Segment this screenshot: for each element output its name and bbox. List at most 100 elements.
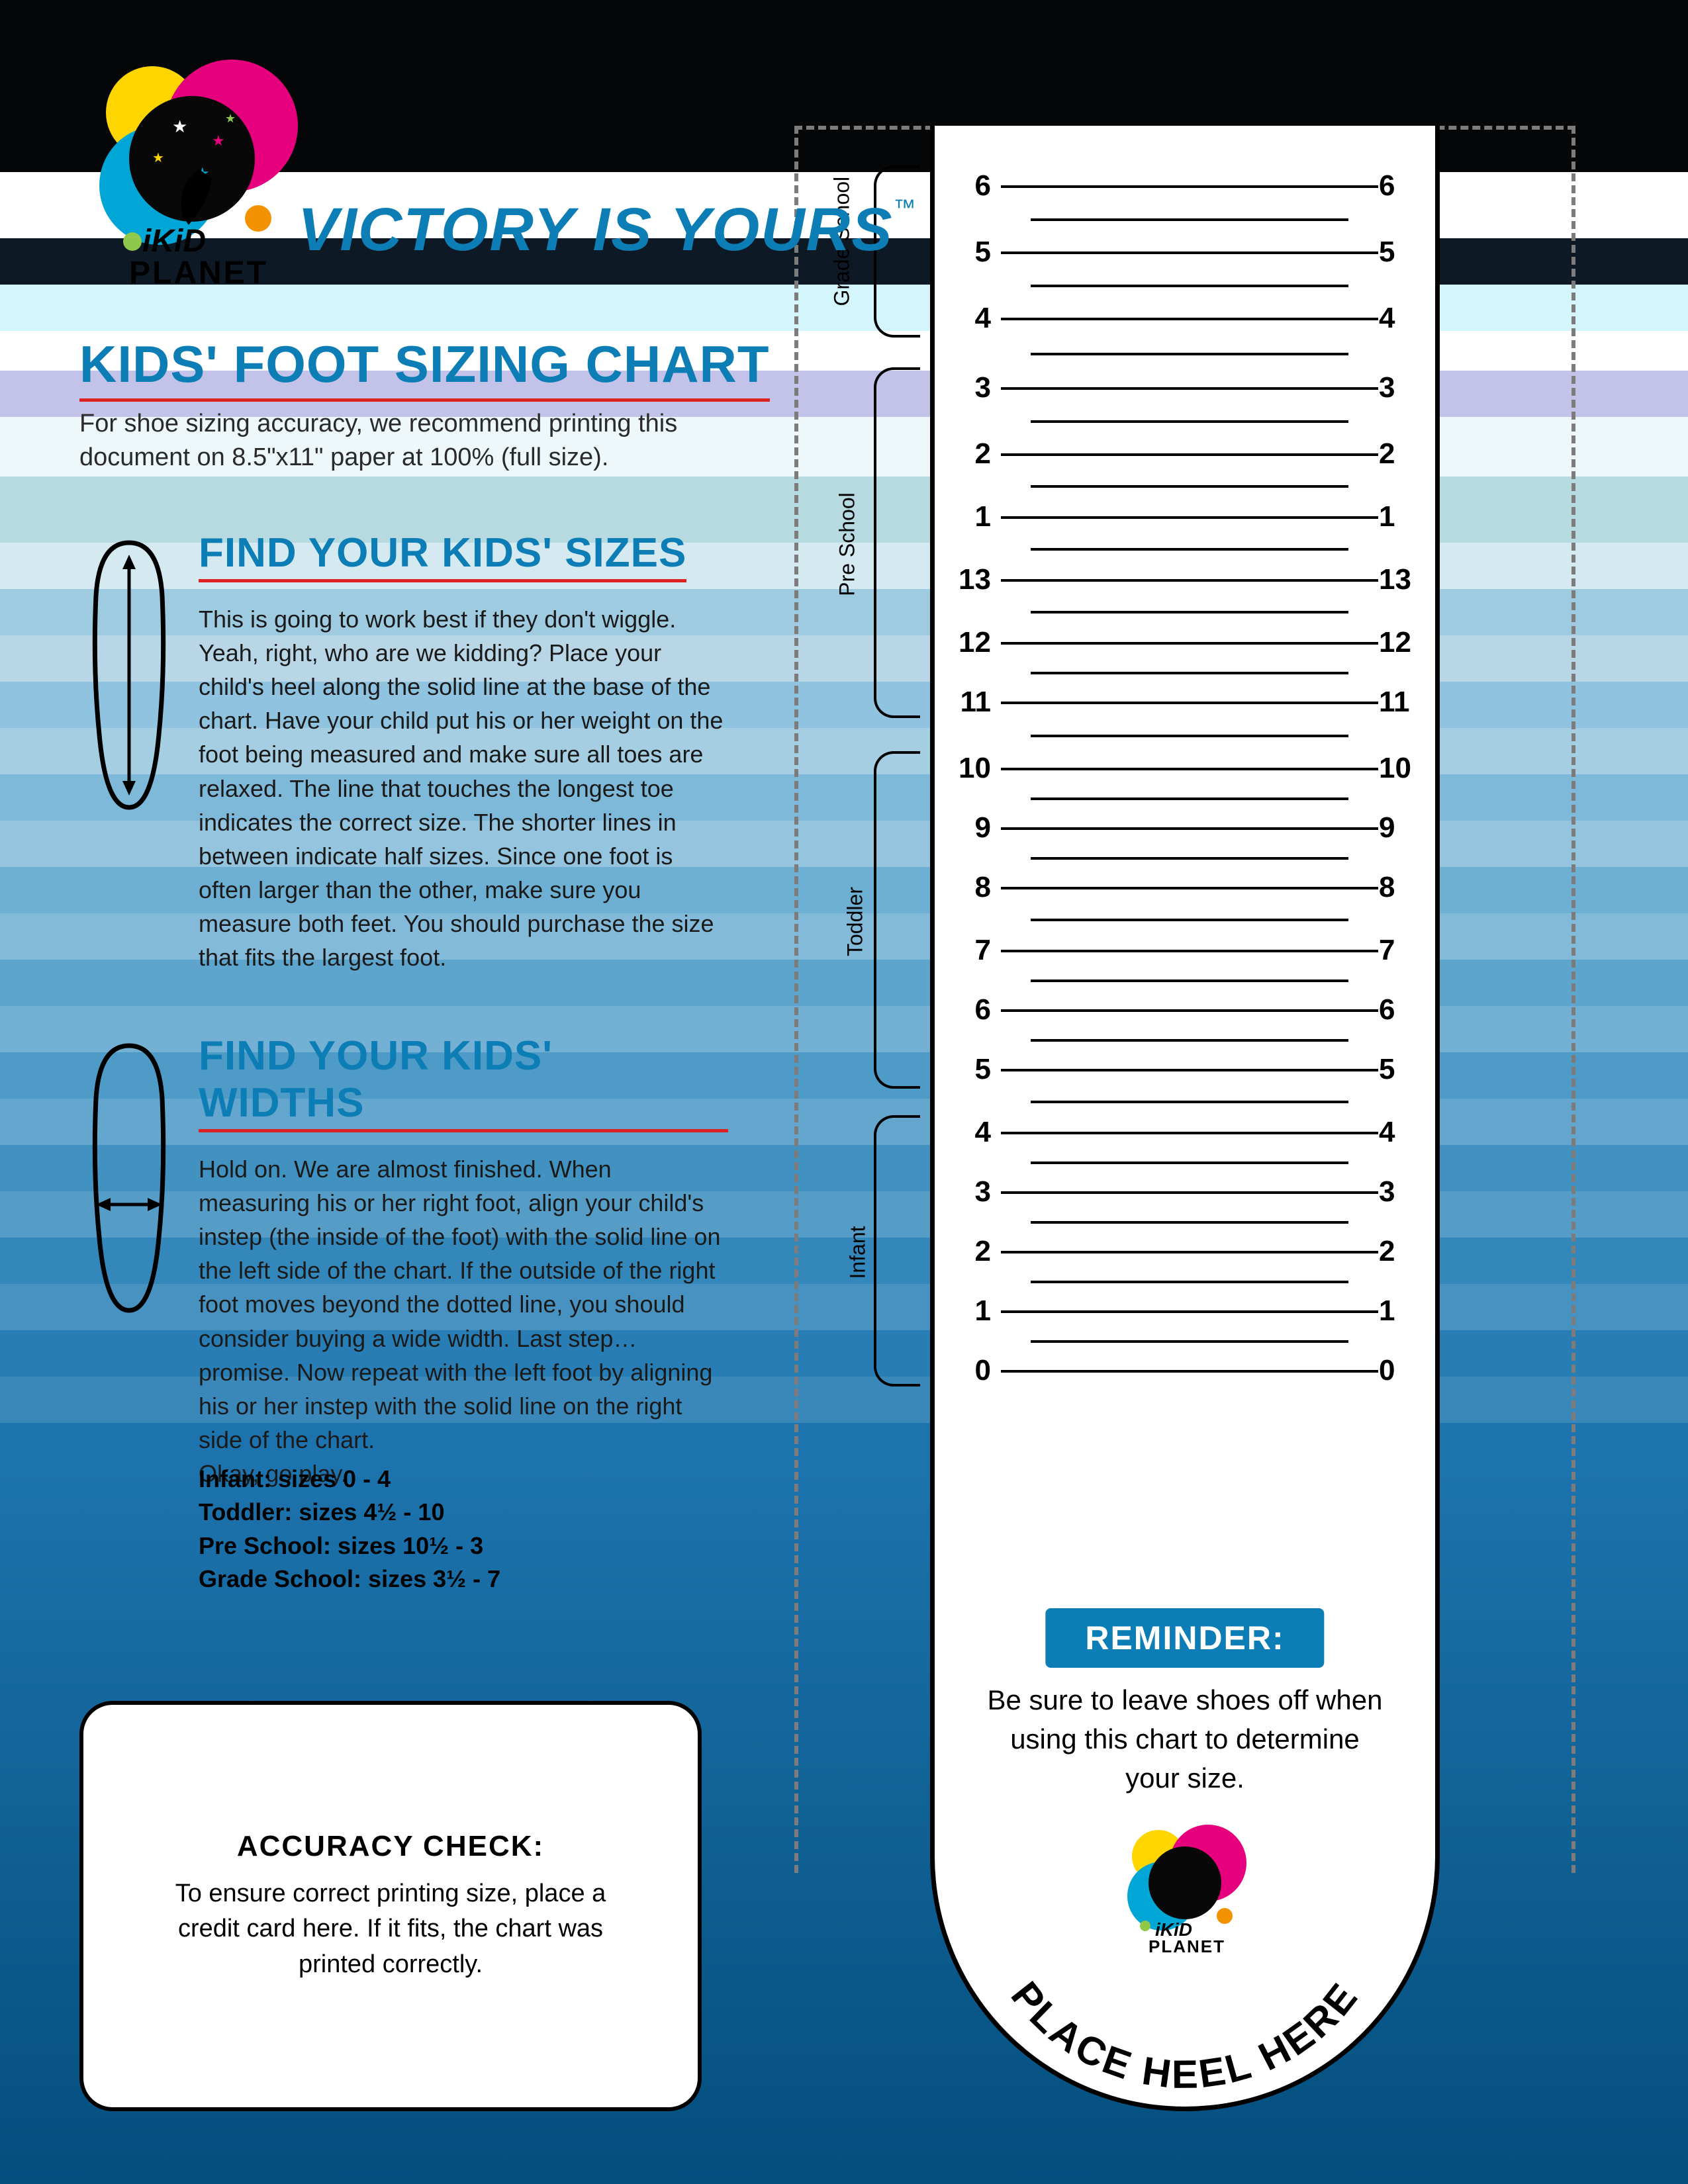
size-line: [1001, 251, 1378, 254]
size-line: [1001, 453, 1378, 456]
body-sizes: This is going to work best if they don't…: [199, 602, 728, 974]
svg-text:★: ★: [172, 116, 187, 136]
half-size-line: [1031, 548, 1348, 551]
section-find-widths: FIND YOUR KIDS' WIDTHS Hold on. We are a…: [79, 1032, 728, 1490]
size-line: [1001, 1251, 1378, 1253]
size-number-right: 10: [1379, 752, 1415, 785]
size-number-left: 5: [955, 1053, 991, 1086]
size-number-right: 5: [1379, 1053, 1415, 1086]
half-size-line: [1031, 735, 1348, 737]
category-label: Infant: [846, 1200, 870, 1306]
size-number-right: 6: [1379, 993, 1415, 1026]
print-instructions: For shoe sizing accuracy, we recommend p…: [79, 407, 688, 475]
size-number-right: 0: [1379, 1354, 1415, 1387]
svg-text:★: ★: [212, 132, 225, 149]
half-size-line: [1031, 353, 1348, 355]
size-line: [1001, 185, 1378, 188]
half-size-line: [1031, 1221, 1348, 1224]
size-number-left: 7: [955, 934, 991, 967]
section-find-sizes: FIND YOUR KIDS' SIZES This is going to w…: [79, 529, 728, 974]
logo-main: ★★★★★ iKiD PLANET: [79, 46, 305, 301]
half-size-line: [1031, 420, 1348, 423]
size-number-right: 13: [1379, 563, 1415, 596]
svg-text:★: ★: [152, 151, 164, 165]
size-line: [1001, 1191, 1378, 1194]
svg-text:PLACE HEEL HERE: PLACE HEEL HERE: [1003, 1974, 1368, 2097]
size-range-item: Toddler: sizes 4½ - 10: [199, 1496, 500, 1529]
size-number-left: 0: [955, 1354, 991, 1387]
size-number-left: 2: [955, 437, 991, 471]
size-number-left: 4: [955, 302, 991, 335]
half-size-line: [1031, 218, 1348, 221]
size-number-left: 9: [955, 811, 991, 844]
category-label: Toddler: [843, 869, 868, 975]
size-number-left: 3: [955, 1175, 991, 1208]
category-bracket: [874, 1115, 920, 1387]
dash-left: [794, 126, 798, 1873]
reminder-body: Be sure to leave shoes off when using th…: [986, 1681, 1383, 1797]
size-number-left: 12: [955, 626, 991, 659]
foot-ruler: REMINDER: Be sure to leave shoes off whe…: [930, 126, 1440, 2111]
half-size-line: [1031, 979, 1348, 982]
size-number-left: 10: [955, 752, 991, 785]
tagline: VICTORY IS YOURS™: [298, 195, 917, 265]
size-number-right: 1: [1379, 500, 1415, 533]
half-size-line: [1031, 1281, 1348, 1283]
size-line: [1001, 642, 1378, 645]
size-number-left: 8: [955, 871, 991, 904]
size-range-item: Grade School: sizes 3½ - 7: [199, 1563, 500, 1596]
size-line: [1001, 827, 1378, 830]
size-number-right: 4: [1379, 302, 1415, 335]
accuracy-body: To ensure correct printing size, place a…: [143, 1876, 638, 1982]
size-line: [1001, 1009, 1378, 1012]
size-number-left: 6: [955, 169, 991, 203]
size-line: [1001, 1069, 1378, 1071]
half-size-line: [1031, 1161, 1348, 1164]
size-number-left: 11: [955, 686, 991, 719]
size-line: [1001, 579, 1378, 582]
half-size-line: [1031, 285, 1348, 287]
half-size-line: [1031, 857, 1348, 860]
shoe-width-icon: [79, 1039, 179, 1317]
size-number-right: 7: [1379, 934, 1415, 967]
svg-text:★: ★: [225, 112, 236, 125]
half-size-line: [1031, 672, 1348, 674]
size-number-right: 11: [1379, 686, 1415, 719]
dash-right: [1571, 126, 1575, 1873]
ruler-container: REMINDER: Be sure to leave shoes off whe…: [781, 106, 1589, 2131]
size-number-right: 8: [1379, 871, 1415, 904]
size-number-left: 1: [955, 1295, 991, 1328]
size-number-left: 13: [955, 563, 991, 596]
size-ranges-list: Infant: sizes 0 - 4Toddler: sizes 4½ - 1…: [199, 1463, 500, 1596]
size-line: [1001, 768, 1378, 770]
size-line: [1001, 516, 1378, 519]
size-number-right: 9: [1379, 811, 1415, 844]
size-line: [1001, 387, 1378, 390]
half-size-line: [1031, 485, 1348, 488]
category-bracket: [874, 751, 920, 1089]
size-line: [1001, 318, 1378, 320]
half-size-line: [1031, 611, 1348, 614]
size-number-right: 1: [1379, 1295, 1415, 1328]
svg-text:PLANET: PLANET: [129, 255, 268, 291]
accuracy-check-box: ACCURACY CHECK: To ensure correct printi…: [79, 1701, 702, 2111]
size-number-right: 5: [1379, 236, 1415, 269]
reminder-label: REMINDER:: [1045, 1608, 1324, 1668]
size-number-right: 2: [1379, 437, 1415, 471]
size-line: [1001, 1310, 1378, 1313]
size-number-right: 3: [1379, 1175, 1415, 1208]
heel-text-arc: PLACE HEEL HERE: [953, 1926, 1417, 2124]
size-number-left: 3: [955, 371, 991, 404]
shoe-length-icon: [79, 536, 179, 814]
size-number-left: 5: [955, 236, 991, 269]
size-number-left: 4: [955, 1116, 991, 1149]
heading-widths: FIND YOUR KIDS' WIDTHS: [199, 1032, 728, 1132]
size-range-item: Pre School: sizes 10½ - 3: [199, 1529, 500, 1563]
svg-text:iKiD: iKiD: [142, 224, 206, 259]
size-number-right: 2: [1379, 1235, 1415, 1268]
size-number-left: 1: [955, 500, 991, 533]
size-line: [1001, 702, 1378, 704]
half-size-line: [1031, 1340, 1348, 1343]
half-size-line: [1031, 1039, 1348, 1042]
size-number-left: 2: [955, 1235, 991, 1268]
